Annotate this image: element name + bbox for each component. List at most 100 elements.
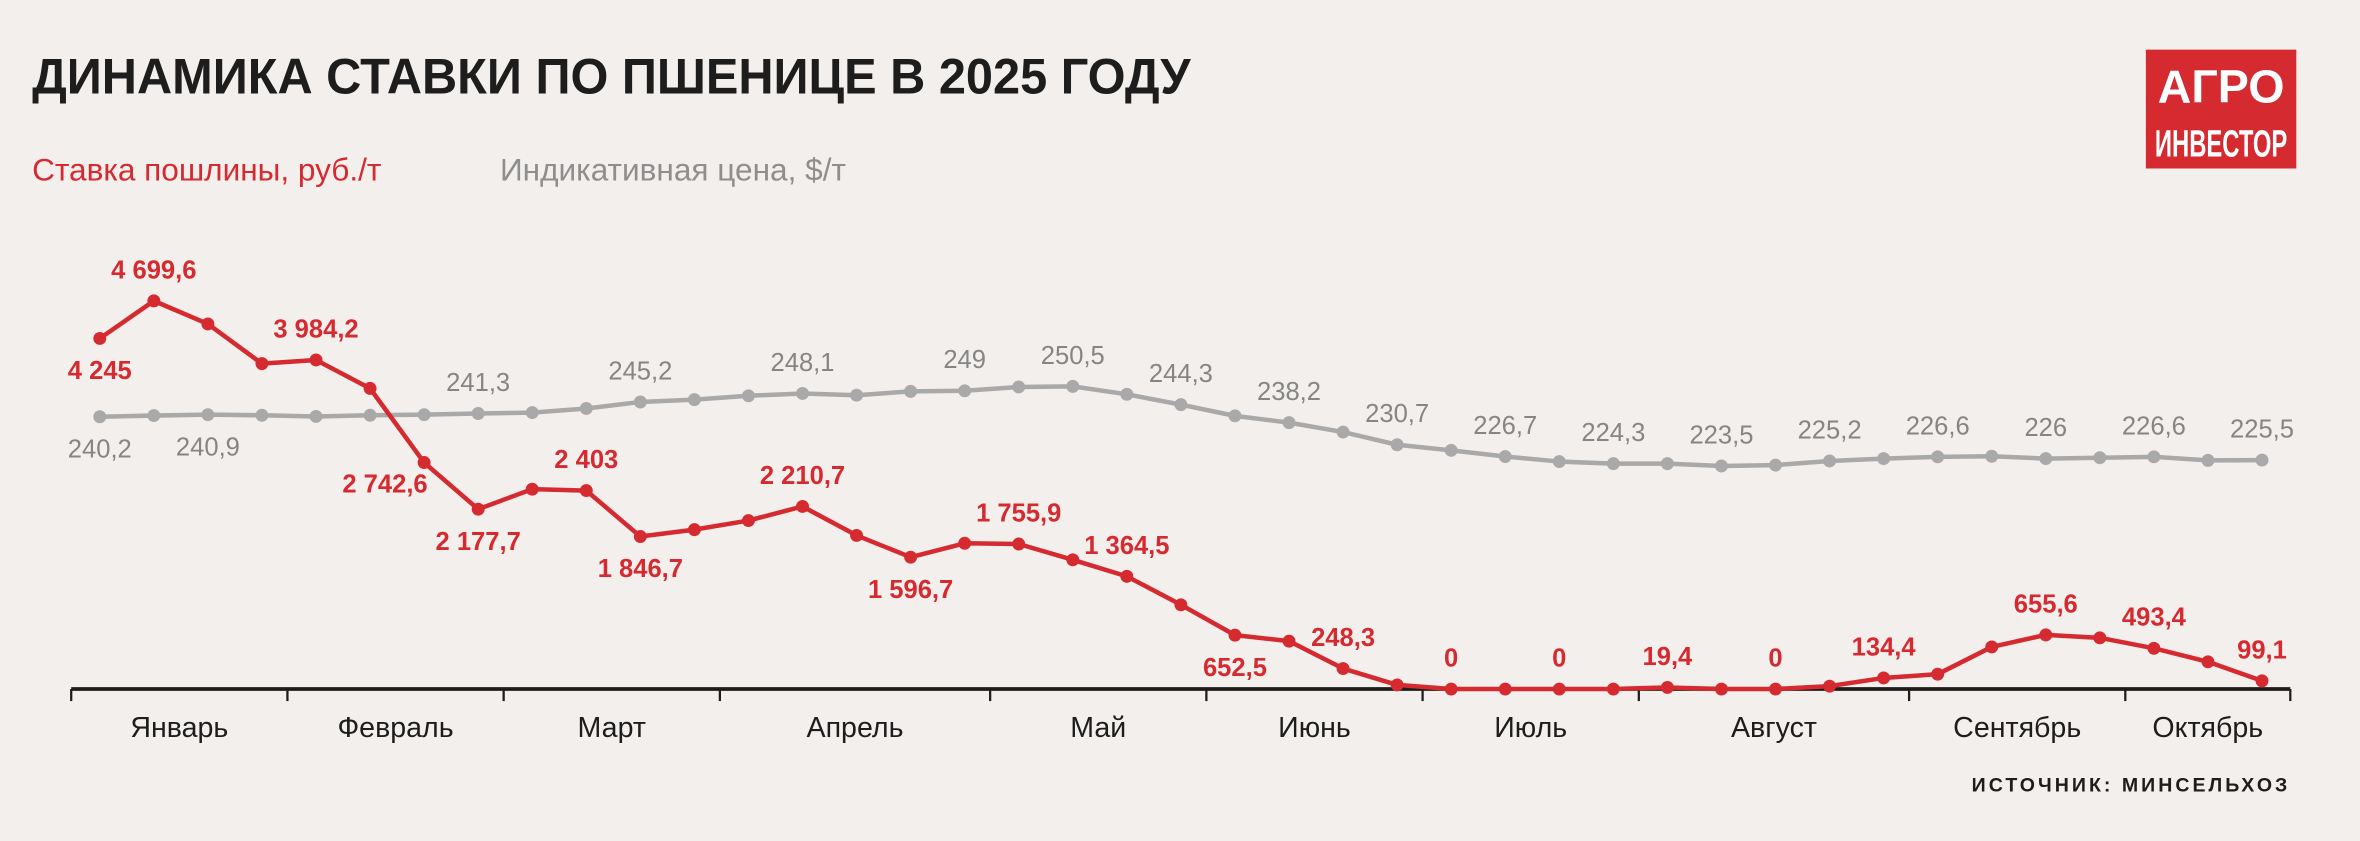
price-point xyxy=(525,406,539,420)
duty-point xyxy=(1660,680,1674,694)
price-data-label: 226,6 xyxy=(1906,412,1970,440)
price-point xyxy=(201,408,215,422)
price-point xyxy=(958,384,972,398)
price-data-label: 225,2 xyxy=(1798,416,1862,444)
price-point xyxy=(1336,425,1350,439)
duty-data-label: 2 177,7 xyxy=(436,528,521,556)
price-point xyxy=(417,408,431,422)
price-data-label: 250,5 xyxy=(1041,342,1105,370)
price-point xyxy=(1769,458,1782,472)
duty-data-label: 134,4 xyxy=(1852,633,1917,661)
price-point xyxy=(1552,455,1566,469)
price-point xyxy=(1012,380,1026,394)
duty-point xyxy=(904,550,918,564)
x-tick-label: Октябрь xyxy=(2152,712,2263,744)
price-point xyxy=(147,409,161,423)
duty-data-label: 2 742,6 xyxy=(342,471,427,499)
price-data-label: 230,7 xyxy=(1365,400,1429,428)
price-point xyxy=(1174,398,1188,412)
duty-data-label: 1 364,5 xyxy=(1084,532,1169,560)
price-point xyxy=(633,395,647,409)
legend-price: Индикативная цена, $/т xyxy=(500,152,846,188)
duty-data-label: 655,6 xyxy=(2014,590,2078,618)
duty-data-label: 493,4 xyxy=(2122,604,2187,632)
logo-box xyxy=(2145,49,2297,169)
duty-point xyxy=(1390,678,1404,692)
duty-point xyxy=(1931,667,1945,681)
price-point xyxy=(1714,459,1728,473)
price-point xyxy=(850,388,864,402)
duty-data-label: 3 984,2 xyxy=(273,315,358,343)
price-point xyxy=(579,402,593,415)
x-tick-label: Июль xyxy=(1494,712,1567,744)
duty-point xyxy=(1282,634,1296,648)
price-point xyxy=(255,408,269,422)
duty-point xyxy=(93,331,107,345)
price-point xyxy=(1282,416,1296,430)
duty-data-label: 652,5 xyxy=(1203,654,1267,682)
duty-point xyxy=(1769,682,1782,696)
duty-point xyxy=(2039,628,2053,642)
duty-series: 4 245 4 699,6 3 984,2 2 742,6 2 177,7 2 403 1 … xyxy=(68,256,2287,696)
price-data-label: 240,2 xyxy=(68,435,132,463)
duty-point xyxy=(1336,662,1350,676)
price-point xyxy=(2039,452,2053,466)
price-point xyxy=(904,384,918,398)
duty-point xyxy=(309,353,323,367)
duty-point xyxy=(687,523,701,537)
duty-data-label: 248,3 xyxy=(1311,624,1375,652)
duty-data-label: 1 596,7 xyxy=(868,576,953,604)
price-data-label: 241,3 xyxy=(446,369,510,397)
duty-point xyxy=(796,499,809,513)
price-point xyxy=(1606,457,1620,471)
source-note: ИСТОЧНИК: МИНСЕЛЬХОЗ xyxy=(1972,774,2291,796)
price-point xyxy=(1498,450,1512,464)
price-point xyxy=(1931,450,1945,464)
price-point xyxy=(309,409,323,423)
duty-data-label: 1 846,7 xyxy=(598,555,683,583)
price-data-label: 240,9 xyxy=(176,433,240,461)
x-tick-label: Февраль xyxy=(337,712,453,744)
duty-data-label: 99,1 xyxy=(2237,636,2287,664)
duty-data-label: 4 245 xyxy=(68,357,132,385)
price-point xyxy=(1444,443,1458,457)
logo-line1: АГРО xyxy=(2158,60,2285,112)
price-data-label: 226 xyxy=(2024,414,2067,442)
duty-point xyxy=(1174,598,1188,612)
price-point xyxy=(93,410,107,424)
price-point xyxy=(1066,379,1080,393)
logo: АГРО ИНВЕСТОР xyxy=(2145,49,2297,169)
duty-point xyxy=(1985,640,1999,654)
duty-point xyxy=(2093,631,2107,645)
price-data-label: 226,7 xyxy=(1473,412,1537,440)
x-tick-label: Апрель xyxy=(807,712,904,744)
duty-point xyxy=(525,482,539,496)
duty-point xyxy=(1444,682,1458,696)
price-point xyxy=(2201,453,2215,467)
duty-data-label: 2 210,7 xyxy=(760,462,845,490)
duty-data-label: 4 699,6 xyxy=(111,256,196,284)
price-data-label: 224,3 xyxy=(1581,419,1645,447)
duty-point xyxy=(1823,679,1837,693)
price-point xyxy=(687,393,701,407)
price-point xyxy=(741,389,755,403)
price-point xyxy=(796,386,809,400)
duty-data-label: 19,4 xyxy=(1643,643,1694,671)
logo-line2: ИНВЕСТОР xyxy=(2155,122,2287,164)
duty-data-label: 0 xyxy=(1444,644,1458,672)
price-data-label: 244,3 xyxy=(1149,360,1213,388)
price-point xyxy=(1120,387,1134,401)
duty-point xyxy=(2147,641,2161,655)
price-point xyxy=(471,407,485,420)
x-tick-label: Январь xyxy=(130,712,228,744)
duty-point xyxy=(1606,682,1620,696)
price-point xyxy=(2255,453,2269,467)
chart-title: ДИНАМИКА СТАВКИ ПО ПШЕНИЦЕ В 2025 ГОДУ xyxy=(32,48,1192,104)
price-data-label: 226,6 xyxy=(2122,412,2186,440)
duty-point xyxy=(633,530,647,543)
price-data-label: 248,1 xyxy=(771,349,835,377)
price-data-label: 245,2 xyxy=(608,357,672,385)
price-point xyxy=(1660,457,1674,471)
duty-point xyxy=(1714,682,1728,696)
duty-point xyxy=(417,456,431,469)
